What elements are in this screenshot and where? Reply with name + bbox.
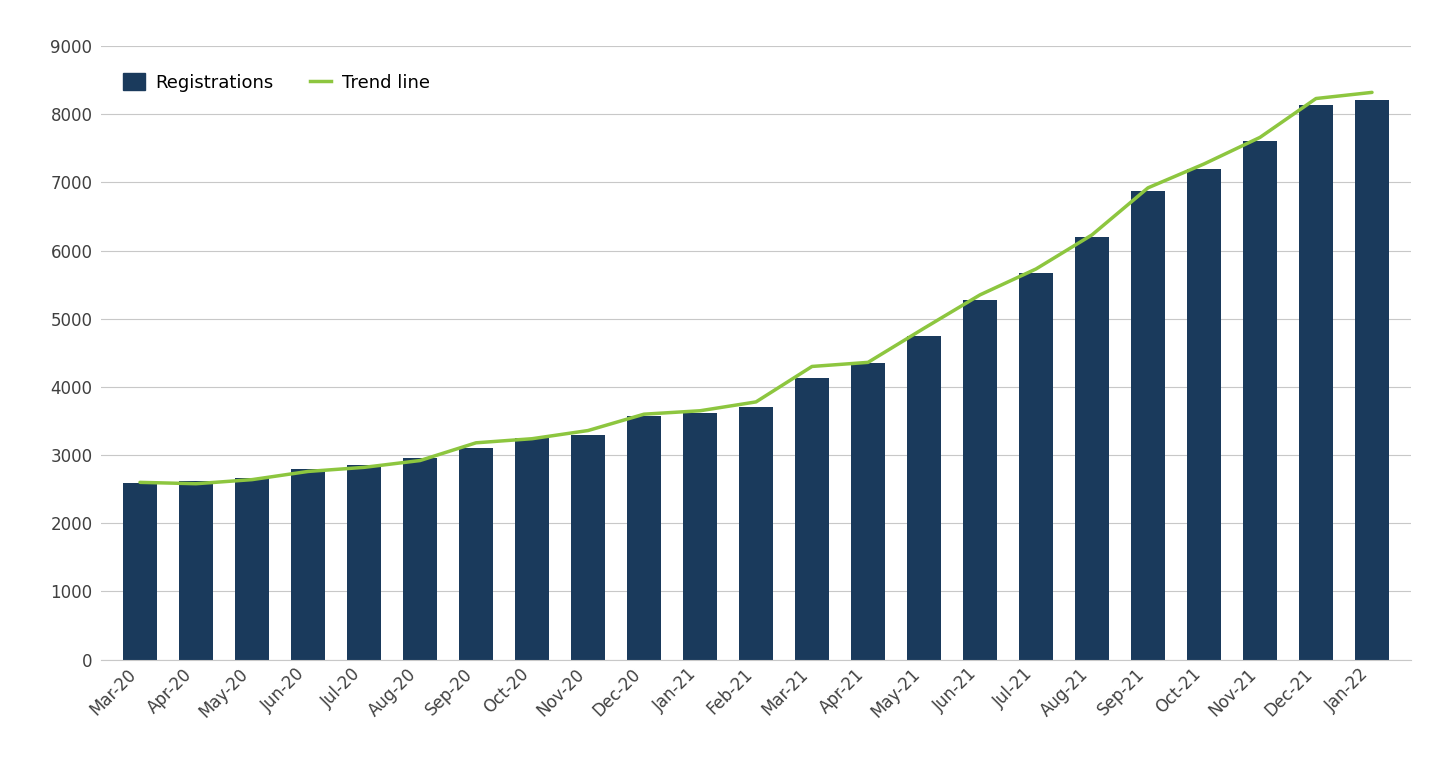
Bar xyxy=(683,413,717,660)
Bar xyxy=(459,448,492,660)
Bar xyxy=(1355,100,1388,660)
Bar xyxy=(1299,105,1333,660)
Bar xyxy=(851,363,884,660)
Bar xyxy=(628,416,661,660)
Bar xyxy=(1243,141,1277,660)
Bar xyxy=(1187,169,1221,660)
Bar xyxy=(795,378,829,660)
Bar xyxy=(739,407,773,660)
Bar xyxy=(1132,190,1165,660)
Bar xyxy=(291,469,325,660)
Bar xyxy=(347,465,380,660)
Bar xyxy=(907,336,940,660)
Bar xyxy=(235,479,269,660)
Bar xyxy=(1076,237,1109,660)
Bar xyxy=(1020,273,1053,660)
Legend: Registrations, Trend line: Registrations, Trend line xyxy=(122,74,431,92)
Bar xyxy=(124,483,157,660)
Bar xyxy=(516,438,549,660)
Bar xyxy=(963,300,996,660)
Bar xyxy=(179,481,213,660)
Bar xyxy=(572,435,605,660)
Bar xyxy=(403,458,436,660)
